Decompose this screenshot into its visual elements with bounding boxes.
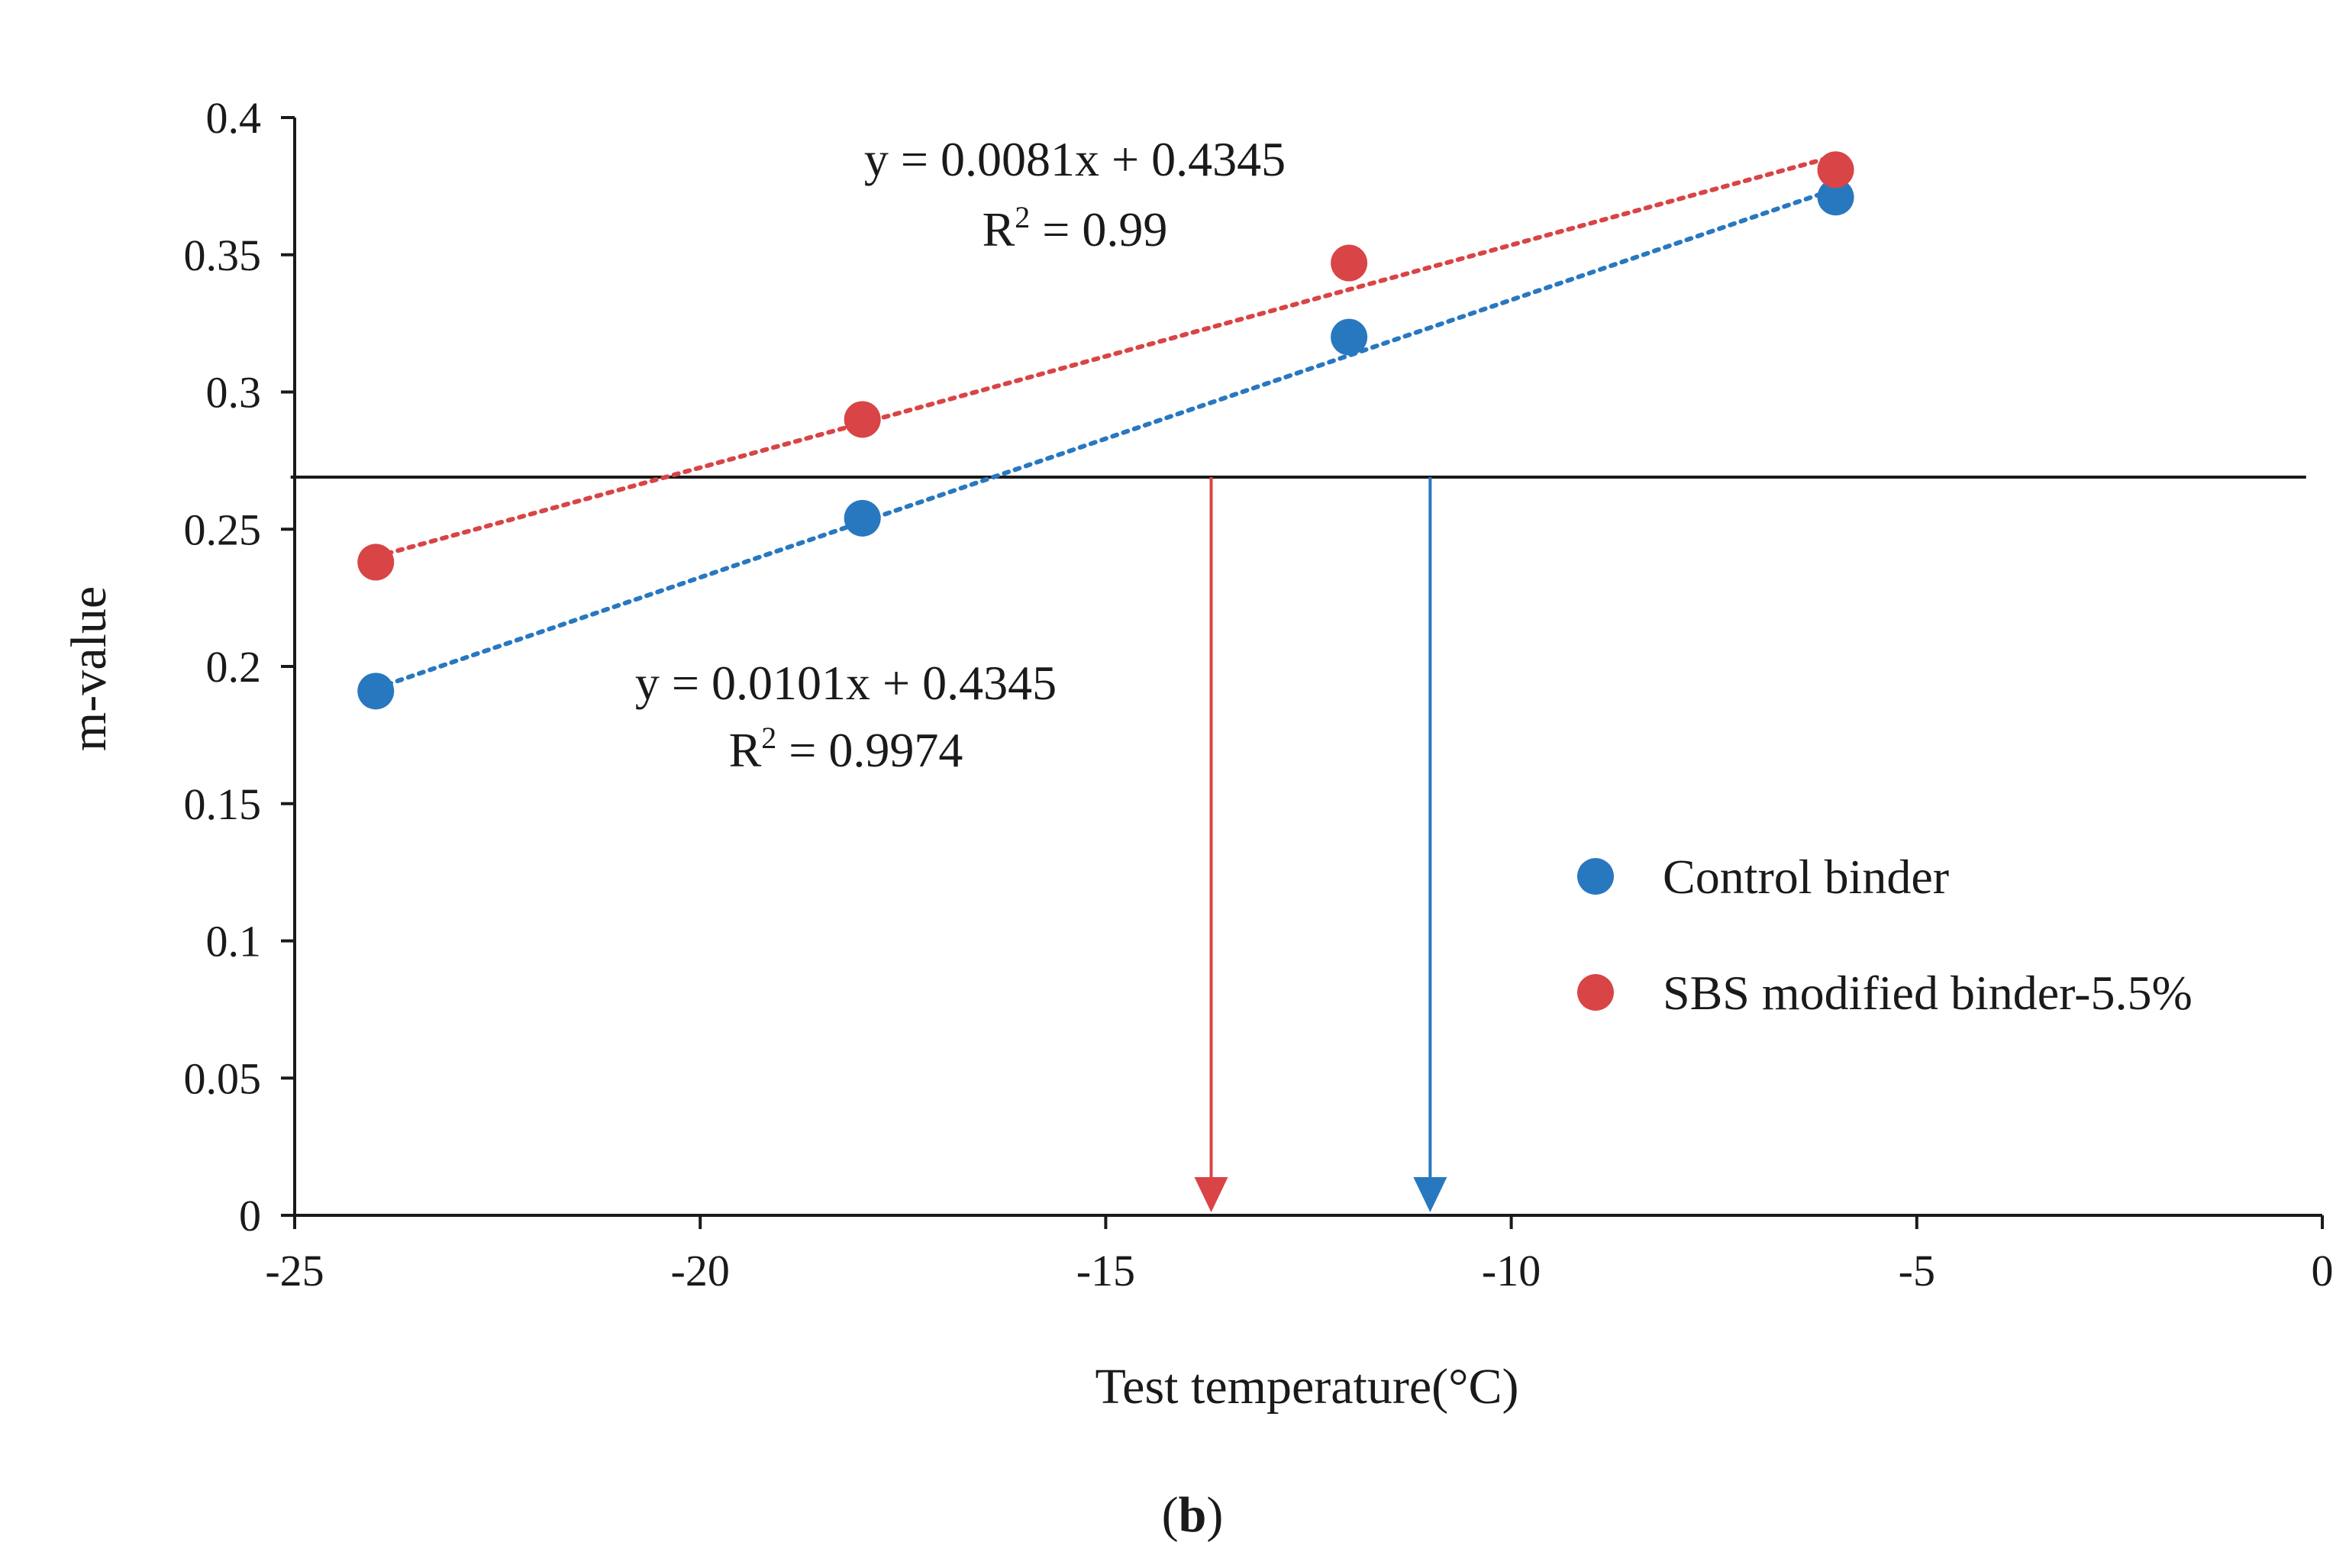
legend-label-sbs-binder: SBS modified binder-5.5% xyxy=(1663,966,2193,1020)
legend-marker-sbs-binder xyxy=(1577,974,1614,1011)
arrow-layer xyxy=(1194,476,1447,1212)
x-tick-label: -10 xyxy=(1482,1246,1541,1295)
sbs-binder-point xyxy=(357,544,395,581)
control-binder-point xyxy=(1817,179,1854,216)
control-binder-trendline xyxy=(373,186,1838,691)
x-tick-label: -25 xyxy=(265,1246,324,1295)
control-binder-point xyxy=(1331,318,1368,356)
y-tick-label: 0.25 xyxy=(184,505,262,554)
x-axis-ticks: -25 -20 -15 -10 -5 0 xyxy=(265,1215,2333,1295)
control-binder-point xyxy=(844,499,881,537)
x-tick-label: 0 xyxy=(2312,1246,2333,1295)
x-tick-label: -20 xyxy=(671,1246,730,1295)
data-point-layer xyxy=(357,151,1854,710)
panel-label: (b) xyxy=(1162,1487,1224,1543)
y-tick-label: 0.3 xyxy=(206,368,262,418)
control-r2-label: R2 = 0.9974 xyxy=(729,721,963,777)
y-tick-label: 0.15 xyxy=(184,779,262,829)
sbs-binder-arrow-head xyxy=(1194,1177,1228,1212)
legend-label-control-binder: Control binder xyxy=(1663,850,1949,904)
y-tick-label: 0.05 xyxy=(184,1053,262,1103)
sbs-binder-point xyxy=(1331,244,1368,282)
y-axis-title: m-value xyxy=(61,586,117,751)
y-tick-label: 0 xyxy=(239,1191,261,1241)
y-tick-label: 0.1 xyxy=(206,917,262,966)
legend: Control binder SBS modified binder-5.5% xyxy=(1577,850,2193,1020)
y-tick-label: 0.35 xyxy=(184,231,262,280)
x-axis-title: Test temperature(°C) xyxy=(1095,1359,1518,1415)
y-tick-label: 0.2 xyxy=(206,642,262,692)
x-tick-label: -15 xyxy=(1076,1246,1135,1295)
y-axis-ticks: 0 0.05 0.1 0.15 0.2 0.25 0.3 0.35 0.4 xyxy=(184,93,295,1241)
y-tick-label: 0.4 xyxy=(206,93,262,143)
x-tick-label: -5 xyxy=(1899,1246,1935,1295)
sbs-binder-point xyxy=(844,401,881,438)
trendline-layer xyxy=(373,153,1838,691)
sbs-r2-label: R2 = 0.99 xyxy=(983,200,1168,256)
control-binder-point xyxy=(357,673,395,710)
sbs-equation-label: y = 0.0081x + 0.4345 xyxy=(864,132,1286,186)
sbs-binder-point xyxy=(1817,151,1854,189)
control-binder-arrow-head xyxy=(1413,1177,1447,1212)
sbs-binder-trendline xyxy=(373,153,1838,560)
control-equation-label: y = 0.0101x + 0.4345 xyxy=(635,656,1057,710)
legend-marker-control-binder xyxy=(1577,858,1614,895)
